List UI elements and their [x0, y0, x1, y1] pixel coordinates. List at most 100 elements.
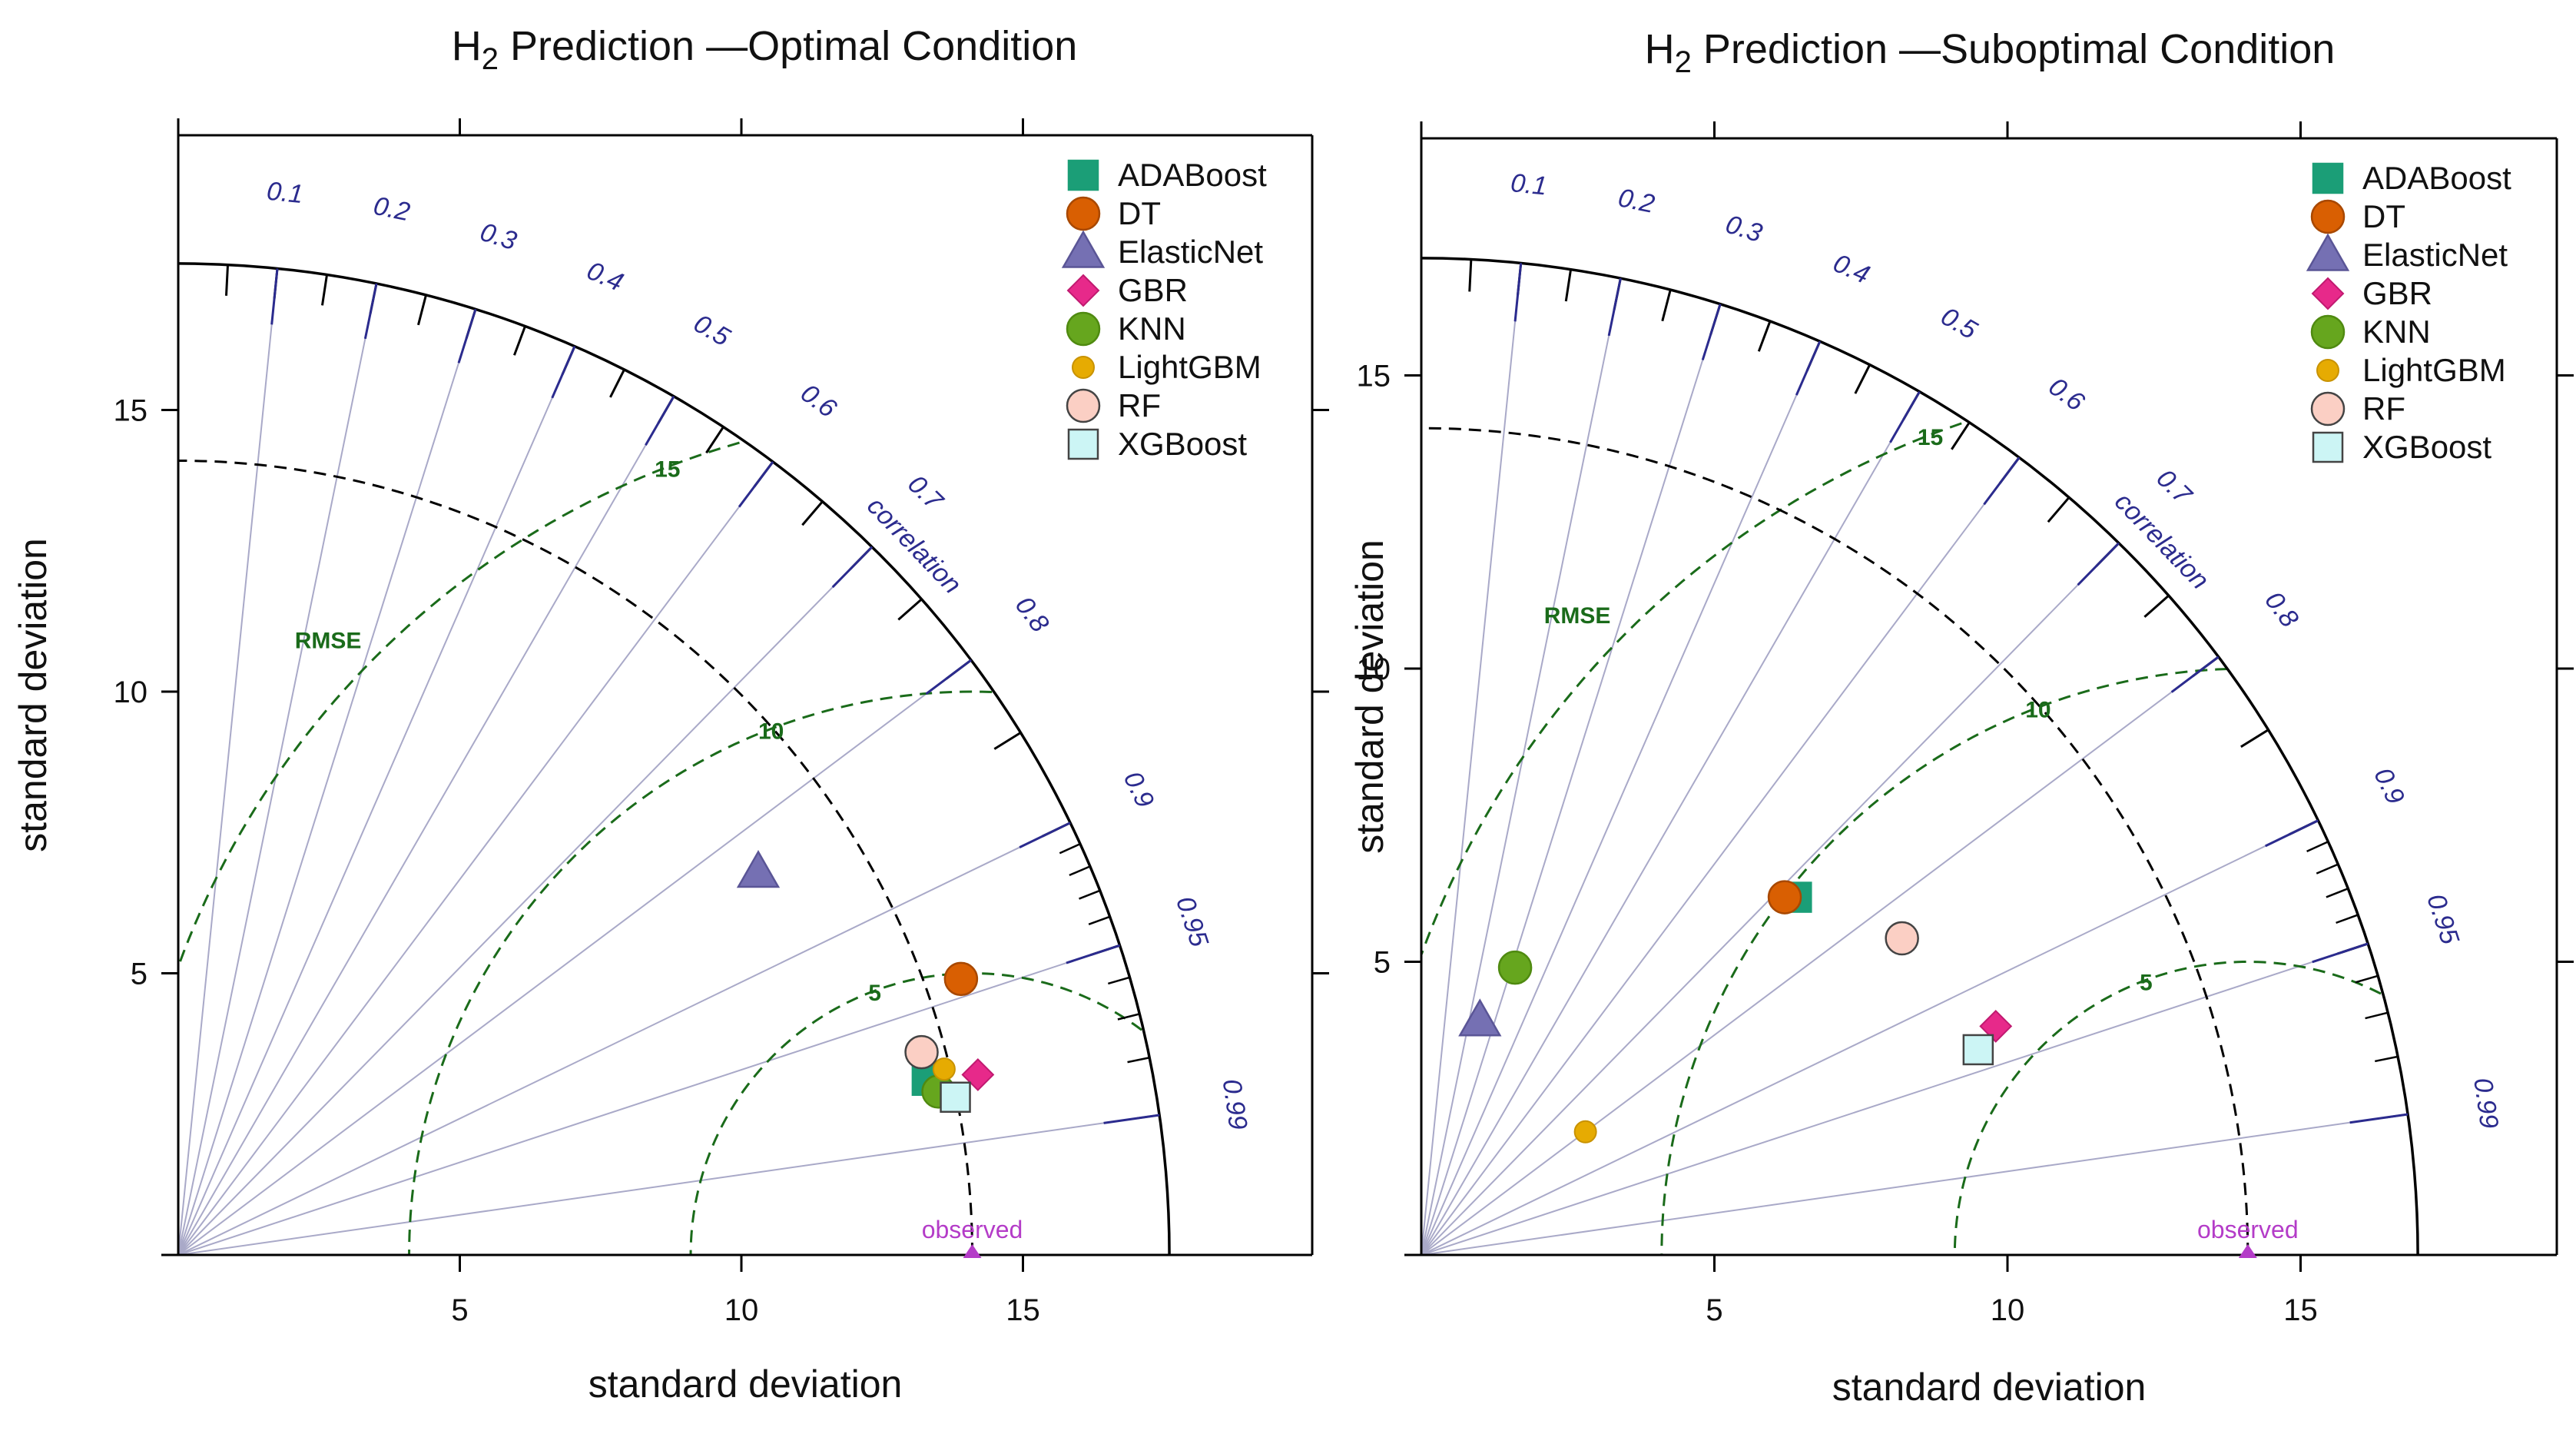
correlation-tick-label: 0.3 — [1722, 210, 1766, 248]
correlation-gridline — [178, 944, 1120, 1255]
correlation-tick-label: 0.99 — [2468, 1076, 2504, 1130]
correlation-major-tick — [551, 346, 576, 399]
point-gbr — [1979, 1010, 2013, 1043]
correlation-major-tick — [645, 396, 675, 446]
legend-marker-lightgbm — [2316, 359, 2339, 382]
legend-marker-dt — [2310, 199, 2346, 234]
y-tick-label: 5 — [131, 958, 148, 991]
correlation-minor-tick — [416, 294, 427, 326]
correlation-gridline — [1421, 263, 1522, 1255]
correlation-major-tick — [831, 546, 874, 589]
correlation-minor-tick — [2306, 841, 2329, 853]
correlation-minor-tick — [2326, 888, 2349, 898]
legend-marker-lightgbm — [1072, 356, 1095, 379]
correlation-minor-tick — [1564, 269, 1573, 302]
point-dt — [1767, 880, 1802, 915]
legend-label: DT — [1118, 195, 1161, 231]
point-lightgbm — [932, 1057, 956, 1081]
point-rf — [904, 1034, 939, 1070]
outer-sd-arc — [1421, 257, 2419, 1256]
correlation-minor-tick — [2355, 974, 2379, 984]
legend-label: KNN — [2362, 314, 2431, 350]
correlation-minor-tick — [1468, 259, 1473, 292]
legend-marker-knn — [1066, 311, 1101, 347]
legend-marker-xgboost — [2312, 431, 2344, 463]
correlation-tick-label: 0.7 — [902, 470, 949, 516]
correlation-gridline — [178, 1114, 1160, 1255]
point-dt — [943, 961, 979, 997]
correlation-major-tick — [1066, 944, 1121, 964]
taylor-panel-optimal: H2 Prediction —Optimal Condition standar… — [12, 23, 1329, 1406]
correlation-tick-label: 0.8 — [1010, 591, 1055, 638]
y-axis-label: standard deviation — [1348, 539, 1391, 854]
correlation-gridline — [1421, 304, 1722, 1255]
outer-sd-arc — [177, 262, 1171, 1256]
correlation-tick-label: 0.95 — [2421, 891, 2465, 948]
correlation-tick-label: 0.5 — [1936, 302, 1982, 346]
x-tick-label: 15 — [2283, 1293, 2318, 1327]
correlation-minor-tick — [1117, 1013, 1140, 1021]
correlation-tick-label: 0.99 — [1217, 1077, 1253, 1132]
chart-title: H2 Prediction —Suboptimal Condition — [1645, 26, 2336, 79]
y-tick-label: 5 — [1374, 946, 1391, 980]
correlation-minor-tick — [1069, 865, 1091, 877]
legend-label: DT — [2362, 198, 2405, 234]
correlation-tick-label: 0.4 — [582, 256, 628, 297]
legend: ADABoostDTElasticNetGBRKNNLightGBMRFXGBo… — [1061, 157, 1267, 462]
correlation-major-tick — [1607, 277, 1622, 337]
point-xgboost — [940, 1081, 971, 1114]
correlation-gridline — [178, 346, 575, 1255]
correlation-minor-tick — [1661, 289, 1672, 322]
legend-label: ElasticNet — [1118, 234, 1263, 270]
y-axis-label: standard deviation — [12, 538, 55, 852]
correlation-minor-tick — [1079, 889, 1101, 900]
correlation-minor-tick — [993, 732, 1022, 750]
correlation-gridline — [178, 659, 972, 1255]
observed-label: observed — [2197, 1216, 2299, 1243]
correlation-minor-tick — [1757, 320, 1772, 352]
legend-label: GBR — [2362, 275, 2432, 311]
correlation-axis-label: correlation — [861, 491, 967, 599]
correlation-tick-label: 0.6 — [2043, 372, 2090, 417]
observed-sd-arc — [1421, 427, 2249, 1255]
plot-area — [178, 268, 1160, 1255]
rmse-contour — [408, 690, 993, 1255]
legend-label: RF — [2362, 390, 2405, 427]
x-tick-label: 5 — [1706, 1293, 1722, 1327]
correlation-tick-label: 0.2 — [1616, 183, 1657, 219]
taylor-panel-suboptimal: H2 Prediction —Suboptimal Condition stan… — [1348, 26, 2574, 1409]
point-xgboost — [1962, 1034, 1994, 1066]
correlation-gridline — [1421, 456, 2021, 1255]
legend-marker-gbr — [1066, 274, 1100, 307]
rmse-contour-label: 5 — [2140, 970, 2153, 995]
correlation-tick-label: 0.9 — [2368, 763, 2410, 808]
correlation-gridline — [1421, 819, 2319, 1255]
legend-label: XGBoost — [2362, 429, 2491, 465]
correlation-major-tick — [1103, 1114, 1160, 1124]
rmse-contour-label: 5 — [868, 981, 881, 1006]
correlation-minor-tick — [224, 264, 230, 296]
correlation-minor-tick — [2143, 594, 2170, 618]
correlation-major-tick — [457, 308, 477, 363]
point-elasticnet — [736, 850, 781, 888]
observed-label: observed — [922, 1216, 1023, 1243]
y-tick-label: 10 — [114, 676, 148, 709]
y-tick-label: 10 — [1357, 652, 1391, 686]
legend-label: RF — [1118, 387, 1161, 423]
x-axis-label: standard deviation — [1832, 1366, 2147, 1409]
correlation-major-tick — [2349, 1113, 2409, 1124]
correlation-gridline — [178, 546, 873, 1255]
legend-label: LightGBM — [2362, 352, 2506, 388]
correlation-minor-tick — [1059, 842, 1081, 855]
correlation-major-tick — [2312, 942, 2369, 964]
legend-label: GBR — [1118, 272, 1188, 308]
rmse-contour-label: 10 — [758, 719, 784, 744]
rmse-label: RMSE — [295, 628, 362, 653]
correlation-minor-tick — [513, 325, 526, 356]
observed-marker — [963, 1244, 982, 1258]
x-axis-label: standard deviation — [588, 1363, 903, 1406]
chart-title: H2 Prediction —Optimal Condition — [452, 23, 1078, 76]
correlation-gridline — [1421, 656, 2220, 1255]
correlation-tick-label: 0.9 — [1118, 767, 1160, 812]
correlation-gridline — [1421, 340, 1821, 1255]
